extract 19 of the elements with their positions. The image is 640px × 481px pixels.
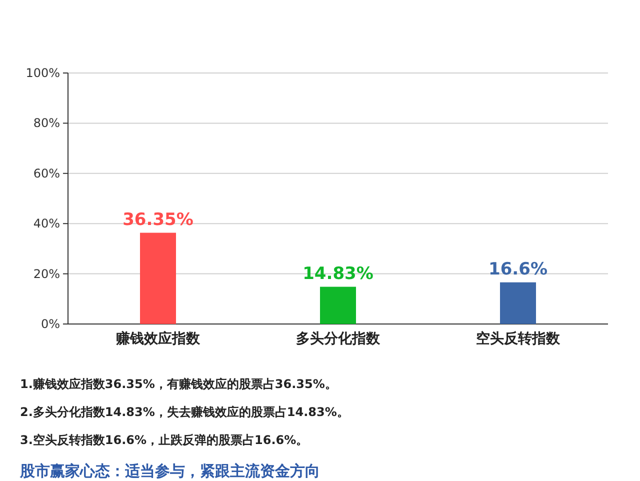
- y-tick-label: 80%: [33, 116, 60, 130]
- y-tick-label: 60%: [33, 166, 60, 180]
- bar: [140, 232, 176, 324]
- bar: [320, 286, 356, 324]
- y-tick-label: 0%: [40, 317, 60, 331]
- text: 1.赚钱效应指数36.35%，有赚钱效应的股票占36.35%。: [20, 377, 337, 391]
- x-tick-label: 赚钱效应指数: [115, 330, 201, 347]
- text: 股市赢家心态：适当参与，紧跟主流资金方向: [19, 462, 320, 480]
- y-tick-label: 20%: [33, 266, 60, 281]
- y-tick-label: 40%: [33, 216, 60, 231]
- x-tick-label: 空头反转指数: [476, 330, 561, 347]
- x-tick-label: 多头分化指数: [296, 331, 381, 347]
- data-label: 16.6%: [488, 259, 548, 280]
- y-tick-label: 100%: [26, 66, 60, 80]
- bar: [500, 282, 536, 324]
- data-label: 14.83%: [302, 264, 374, 284]
- text: 2.多头分化指数14.83%，失去赚钱效应的股票占14.83%。: [20, 405, 349, 419]
- data-label: 36.35%: [122, 210, 194, 230]
- text: 3.空头反转指数16.6%，止跌反弹的股票占16.6%。: [20, 433, 308, 447]
